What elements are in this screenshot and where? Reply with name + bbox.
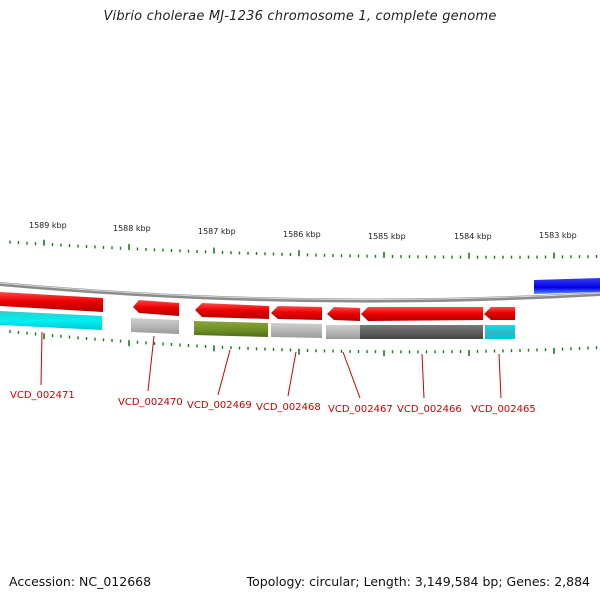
accession-text: Accession: NC_012668 [9, 574, 152, 589]
feature-gray-vcd-002468 [271, 323, 322, 338]
scale-ticks-bottom [9, 330, 598, 357]
gene-label-vcd-002465: VCD_002465 [471, 404, 536, 415]
feature-darkgray-vcd-002466 [360, 325, 483, 339]
gene-vcd-002467-arrow [327, 307, 360, 321]
leader-line-vcd-002470 [147, 335, 155, 392]
leader-line-vcd-002471 [40, 331, 43, 386]
gene-vcd-002468-arrow [271, 306, 322, 320]
map-title: Vibrio cholerae MJ-1236 chromosome 1, co… [103, 9, 497, 24]
feature-gray-vcd-002470 [131, 318, 179, 334]
genome-summary-text: Topology: circular; Length: 3,149,584 bp… [246, 574, 590, 589]
scale-label-1586: 1586 kbp [283, 230, 321, 239]
leader-line-vcd-002466 [421, 353, 425, 399]
chromosome-backbone-highlight [0, 282, 600, 301]
scale-label-1587: 1587 kbp [198, 227, 236, 236]
gene-label-vcd-002466: VCD_002466 [397, 404, 462, 415]
chromosome-backbone [0, 282, 600, 303]
feature-cyan-vcd-002465 [485, 325, 515, 339]
gene-vcd-002470-arrow [133, 300, 179, 316]
leader-line-vcd-002465 [498, 353, 502, 399]
gene-blue-feature [534, 278, 600, 294]
leader-line-vcd-002468 [287, 351, 297, 397]
gene-label-vcd-002470: VCD_002470 [118, 397, 183, 408]
scale-label-1584: 1584 kbp [454, 232, 492, 241]
gene-label-vcd-002469: VCD_002469 [187, 400, 252, 411]
gene-vcd-002465-arrow [484, 307, 515, 320]
scale-label-1588: 1588 kbp [113, 224, 151, 233]
gene-vcd-002469-arrow [195, 303, 269, 319]
scale-ticks-top [9, 239, 598, 259]
feature-cyan-vcd-002471 [0, 311, 102, 330]
gene-label-vcd-002471: VCD_002471 [10, 390, 75, 401]
leader-line-vcd-002467 [342, 351, 361, 399]
gene-label-vcd-002467: VCD_002467 [328, 404, 393, 415]
scale-label-1583: 1583 kbp [539, 231, 577, 240]
scale-label-1585: 1585 kbp [368, 232, 406, 241]
scale-label-1589: 1589 kbp [29, 221, 67, 230]
feature-gray-vcd-002467 [326, 325, 360, 339]
leader-line-vcd-002469 [217, 349, 231, 396]
gene-vcd-002471-arrow [0, 292, 103, 312]
gene-vcd-002466-arrow [361, 307, 483, 321]
gene-label-vcd-002468: VCD_002468 [256, 402, 321, 413]
feature-olive-vcd-002469 [194, 321, 268, 337]
